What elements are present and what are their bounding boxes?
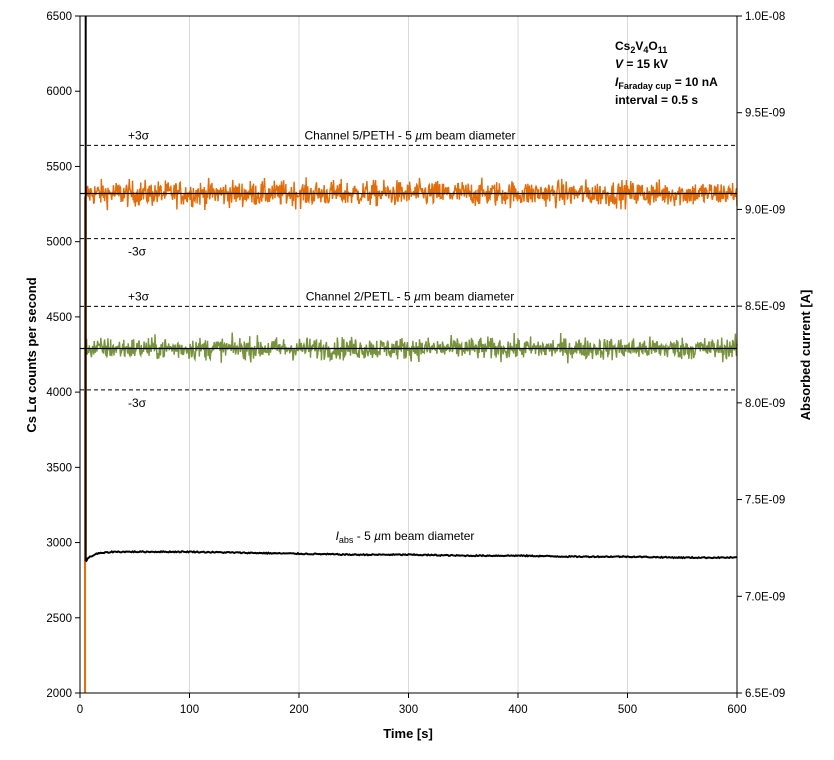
info-current-value: = 10 nA [671, 75, 718, 89]
series-label-sub: abs [339, 535, 354, 545]
info-compound-part: O [648, 39, 657, 53]
y-tick-label: 5000 [46, 237, 72, 249]
y2-axis-title: Absorbed current [A] [798, 290, 813, 421]
x-axis-title: Time [s] [383, 726, 433, 741]
series-label-suffix: m beam diameter [421, 289, 514, 303]
series-line [84, 177, 738, 211]
series-line [85, 332, 738, 364]
y-tick-label: 5500 [46, 161, 72, 173]
series-label-suffix: m beam diameter [422, 128, 515, 142]
info-current-sub: Faraday cup [618, 81, 672, 91]
y-tick-label: 2000 [46, 688, 72, 700]
y-axis-title: Cs Lα counts per second [24, 277, 39, 432]
series-label-prefix: Channel 2/PETL - 5 [306, 289, 414, 303]
y2-tick-label: 9.0E-09 [745, 204, 785, 216]
info-compound-part: 11 [658, 45, 668, 55]
x-tick-label: 200 [289, 704, 308, 716]
plus-3sigma-label: +3σ [128, 289, 150, 303]
ticks: 0 100 200 300 400 500 600 2000 2500 3000 3500 4000 4… [46, 11, 785, 716]
y2-tick-label: 7.5E-09 [745, 495, 785, 507]
x-tick-label: 400 [508, 704, 527, 716]
series-label-prefix: Channel 5/PETH - 5 [304, 128, 415, 142]
x-tick-label: 100 [180, 704, 199, 716]
info-compound-part: 2 [630, 45, 635, 55]
info-compound-part: Cs [615, 39, 631, 53]
y2-tick-label: 8.5E-09 [745, 301, 785, 313]
x-tick-label: 300 [399, 704, 418, 716]
series-label-mu: µ [374, 529, 381, 543]
series-label-mu: µ [414, 289, 421, 303]
info-voltage-value: = 15 kV [623, 57, 668, 71]
reference-lines [80, 144, 737, 391]
plus-3sigma-label: +3σ [128, 128, 150, 142]
series-label: Channel 2/PETL - 5 µm beam diameter [306, 289, 515, 303]
y2-tick-label: 8.0E-09 [745, 398, 785, 410]
y2-tick-label: 7.0E-09 [745, 591, 785, 603]
y-tick-label: 3000 [46, 538, 72, 550]
series-label-suffix: m beam diameter [381, 529, 474, 543]
x-tick-label: 0 [77, 704, 83, 716]
y2-tick-label: 9.5E-09 [745, 108, 785, 120]
info-voltage-symbol: V [615, 57, 624, 71]
series-label: Channel 5/PETH - 5 µm beam diameter [304, 128, 515, 142]
grid [189, 16, 628, 693]
info-compound-part: 4 [643, 45, 648, 55]
series-line [84, 550, 738, 563]
info-interval: interval = 0.5 s [615, 93, 698, 107]
series-label-i: I [336, 529, 340, 543]
x-tick-label: 500 [618, 704, 637, 716]
y-tick-label: 6500 [46, 11, 72, 23]
series-label-rest: - 5 [353, 529, 374, 543]
y2-tick-label: 6.5E-09 [745, 688, 785, 700]
info-current: IFaraday cup = 10 nA [615, 75, 718, 91]
y-tick-label: 2500 [46, 613, 72, 625]
y2-tick-label: 1.0E-08 [745, 11, 785, 23]
series-label-mu: µ [415, 128, 422, 142]
info-compound-part: V [635, 39, 643, 53]
y-tick-label: 4000 [46, 387, 72, 399]
info-current-symbol: I [615, 75, 619, 89]
info-voltage: V = 15 kV [615, 57, 668, 71]
series-label: Iabs - 5 µm beam diameter [336, 529, 475, 545]
y-tick-label: 4500 [46, 312, 72, 324]
minus-3sigma-label: -3σ [128, 245, 147, 259]
series-layer [84, 16, 738, 693]
minus-3sigma-label: -3σ [128, 396, 147, 410]
y-tick-label: 6000 [46, 86, 72, 98]
x-tick-label: 600 [727, 704, 746, 716]
y-tick-label: 3500 [46, 462, 72, 474]
info-compound: Cs2V4O11 [615, 39, 667, 55]
